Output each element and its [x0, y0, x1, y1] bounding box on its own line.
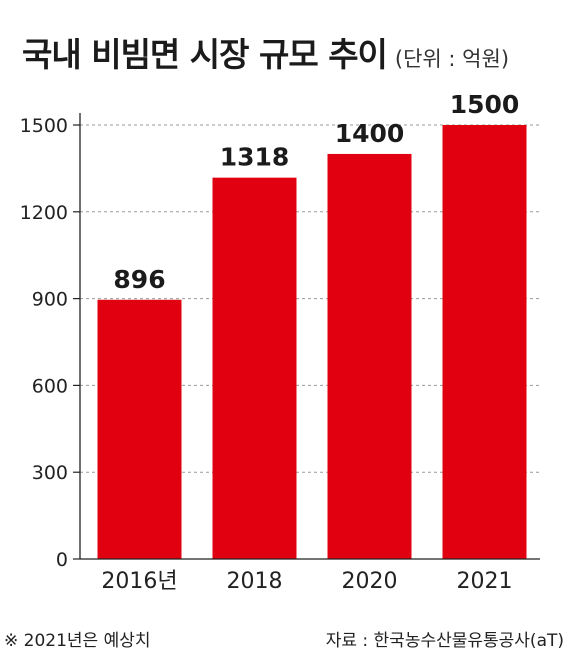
- y-tick-label: 0: [56, 549, 68, 571]
- bar: [212, 177, 297, 559]
- bar-chart: 0 300 600 900 1200 1500 896 2016년 1318 2018 1400 20…: [20, 90, 540, 594]
- y-tick-label: 300: [32, 462, 68, 484]
- y-tick-label: 1200: [20, 202, 68, 224]
- x-tick-label: 2016년: [101, 569, 177, 594]
- y-tick-label: 1500: [20, 115, 68, 137]
- bar: [442, 125, 527, 559]
- data-label: 1500: [450, 90, 520, 119]
- x-tick-label: 2020: [342, 569, 398, 594]
- data-label: 896: [113, 265, 165, 294]
- bar: [97, 299, 182, 559]
- footnote: ※ 2021년은 예상치: [4, 631, 151, 651]
- y-tick-label: 600: [32, 375, 68, 397]
- x-tick-label: 2021: [457, 569, 513, 594]
- chart-title: 국내 비빔면 시장 규모 추이: [22, 35, 388, 74]
- bar: [327, 153, 412, 559]
- data-label: 1400: [335, 119, 405, 148]
- data-label: 1318: [220, 143, 290, 172]
- source-note: 자료 : 한국농수산물유통공사(aT): [325, 631, 564, 651]
- x-tick-label: 2018: [227, 569, 283, 594]
- chart-title-block: 국내 비빔면 시장 규모 추이 (단위 : 억원): [22, 28, 509, 76]
- chart-unit: (단위 : 억원): [394, 47, 510, 71]
- y-tick-label: 900: [32, 289, 68, 311]
